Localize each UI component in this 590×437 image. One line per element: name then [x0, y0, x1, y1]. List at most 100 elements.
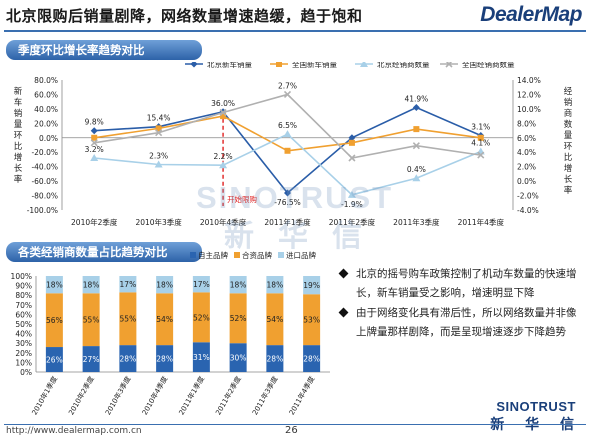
- bar-segment: [119, 292, 137, 346]
- bullet-text: 由于网络变化具有滞后性，所以网络数量并非像上牌量那样剧降，而是呈现增速逐步下降趋…: [356, 307, 577, 338]
- y-tick-label: 90%: [15, 282, 32, 291]
- bar-segment: [82, 276, 100, 294]
- bar-value-label: 18%: [230, 281, 247, 290]
- bar-segment: [266, 276, 284, 294]
- right-tick-label: 12.0%: [517, 90, 541, 99]
- y-tick-label: 0%: [20, 368, 32, 377]
- left-tick-label: -60.0%: [31, 177, 58, 186]
- x-tick-label: 2011年4季度: [458, 217, 505, 227]
- bar-segment: [192, 292, 210, 343]
- bar-segment: [119, 276, 137, 293]
- data-point: [155, 129, 163, 137]
- left-axis-title-char: 销: [14, 108, 23, 119]
- legend-item: 全国经销商数量: [440, 62, 515, 69]
- line-chart-title-tab: 季度环比增长率趋势对比: [6, 40, 202, 60]
- left-tick-label: 40.0%: [34, 105, 58, 114]
- right-axis-title-char: 数: [564, 119, 573, 130]
- bar-segment: [229, 276, 247, 294]
- bar-value-label: 30%: [230, 354, 247, 363]
- bar-value-label: 18%: [267, 281, 284, 290]
- data-point: [347, 190, 356, 198]
- right-axis-title-char: 长: [564, 174, 573, 185]
- data-point: [219, 108, 227, 117]
- x-tick-label: 2010年4季度: [140, 375, 169, 417]
- left-axis-title-char: 增: [14, 152, 23, 163]
- bar-segment: [82, 346, 100, 372]
- data-point: [477, 134, 484, 141]
- y-tick-label: 70%: [15, 301, 32, 310]
- bullet-item: 由于网络变化具有滞后性，所以网络数量并非像上牌量那样剧降，而是呈现增速逐步下降趋…: [338, 304, 580, 341]
- x-tick-label: 2010年4季度: [200, 217, 247, 227]
- legend-label: 自主品牌: [198, 250, 228, 260]
- bar-segment: [45, 293, 63, 348]
- legend-marker: [445, 62, 453, 68]
- sinotrust-brand: SINOTRUST 新 华 信: [490, 399, 582, 434]
- y-tick-label: 50%: [15, 320, 32, 329]
- right-tick-label: 2.0%: [517, 163, 536, 172]
- bar-segment: [119, 345, 137, 372]
- data-point: [413, 126, 420, 133]
- data-point: [283, 90, 292, 99]
- data-point: [284, 147, 291, 154]
- data-point: [412, 142, 420, 150]
- bar-value-label: 55%: [120, 315, 137, 324]
- data-point: [283, 130, 292, 138]
- bar-value-label: 17%: [120, 280, 137, 289]
- bar-segment: [156, 276, 174, 294]
- bar-segment: [45, 276, 63, 294]
- data-point: [91, 134, 98, 141]
- left-axis-title-char: 环: [14, 131, 23, 141]
- bar-segment: [303, 345, 321, 372]
- x-tick-label: 2011年1季度: [177, 375, 206, 417]
- right-axis-title-char: 比: [564, 152, 573, 163]
- brand-en: SINOTRUST: [496, 399, 576, 414]
- left-tick-label: -100.0%: [27, 206, 58, 215]
- bar-segment: [82, 293, 100, 347]
- bar-segment: [45, 347, 63, 372]
- left-axis-title-char: 比: [14, 141, 23, 152]
- bar-value-label: 28%: [303, 355, 320, 364]
- x-tick-label: 2011年4季度: [287, 375, 316, 417]
- right-axis-title-char: 增: [564, 163, 573, 174]
- legend-swatch: [234, 252, 240, 258]
- legend-label: 北京新车销量: [207, 62, 252, 69]
- data-label: 0.4%: [407, 165, 426, 174]
- bullet-diamond-icon: [338, 307, 349, 318]
- bar-value-label: 54%: [267, 315, 284, 324]
- data-label: 36.0%: [211, 99, 235, 108]
- data-point: [154, 160, 163, 168]
- growth-rate-line-chart: 80.0% 60.0% 40.0% 20.0% 0.0% -20.0% -40.0% -60.…: [14, 62, 573, 227]
- data-point: [348, 134, 356, 142]
- data-label: 41.9%: [404, 95, 428, 104]
- bar-value-label: 52%: [193, 313, 210, 322]
- legend-marker: [190, 62, 198, 68]
- x-tick-label: 2010年3季度: [103, 375, 132, 417]
- x-tick-label: 2010年2季度: [66, 375, 95, 417]
- footer-url: http://www.dealermap.com.cn: [6, 426, 142, 436]
- legend-item: 合资品牌: [234, 250, 272, 260]
- data-point: [477, 151, 485, 159]
- data-label: 3.2%: [85, 145, 104, 154]
- brand-cn: 新 华 信: [490, 417, 582, 433]
- x-tick-label: 2011年3季度: [250, 375, 279, 417]
- left-axis-title-char: 长: [14, 163, 23, 174]
- bar-value-label: 28%: [267, 355, 284, 364]
- bar-segment: [303, 294, 321, 346]
- bar-value-label: 54%: [156, 315, 173, 324]
- bar-value-label: 19%: [303, 281, 320, 290]
- bar-value-label: 55%: [83, 316, 100, 325]
- left-tick-label: 0.0%: [39, 134, 58, 143]
- left-axis-title-char: 新: [14, 86, 23, 97]
- bar-segment: [266, 345, 284, 372]
- data-point: [90, 139, 98, 147]
- dealer-share-bar-chart: 100%90%80%70%60%50%40%30%20%10%0%自主品牌 合资品…: [11, 250, 330, 417]
- right-tick-label: 8.0%: [517, 119, 536, 128]
- y-tick-label: 80%: [15, 291, 32, 300]
- right-tick-label: 14.0%: [517, 76, 541, 85]
- legend-label: 全国经销商数量: [462, 62, 515, 69]
- legend-label: 合资品牌: [242, 250, 272, 260]
- legend-item: 进口品牌: [278, 250, 316, 260]
- data-point: [90, 154, 99, 161]
- left-tick-label: 80.0%: [34, 76, 58, 85]
- data-label: 6.5%: [278, 121, 297, 130]
